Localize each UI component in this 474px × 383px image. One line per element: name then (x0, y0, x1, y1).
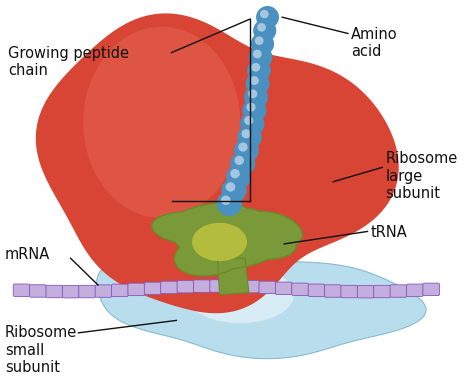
Circle shape (241, 129, 251, 138)
Circle shape (234, 138, 259, 162)
Circle shape (221, 195, 230, 205)
FancyBboxPatch shape (161, 281, 177, 294)
Circle shape (244, 116, 254, 125)
Text: Ribosome
large
subunit: Ribosome large subunit (385, 151, 457, 201)
FancyBboxPatch shape (423, 283, 439, 296)
Circle shape (230, 169, 240, 178)
Circle shape (246, 103, 255, 112)
Text: mRNA: mRNA (5, 247, 50, 262)
Circle shape (250, 76, 259, 85)
Circle shape (235, 156, 244, 165)
Circle shape (247, 59, 271, 82)
FancyBboxPatch shape (210, 280, 227, 292)
FancyBboxPatch shape (193, 280, 210, 292)
Polygon shape (152, 203, 302, 276)
Circle shape (251, 63, 260, 72)
FancyBboxPatch shape (390, 285, 407, 297)
FancyBboxPatch shape (325, 285, 341, 297)
FancyBboxPatch shape (243, 280, 259, 293)
FancyBboxPatch shape (46, 285, 63, 298)
Circle shape (251, 33, 274, 55)
Circle shape (242, 99, 266, 122)
FancyBboxPatch shape (341, 285, 357, 298)
FancyBboxPatch shape (308, 284, 325, 296)
Circle shape (240, 112, 264, 136)
Circle shape (257, 23, 266, 32)
FancyBboxPatch shape (177, 280, 194, 293)
Circle shape (226, 182, 235, 192)
FancyBboxPatch shape (13, 284, 30, 296)
Circle shape (248, 89, 257, 98)
Circle shape (255, 36, 264, 45)
FancyBboxPatch shape (259, 281, 276, 294)
Polygon shape (192, 223, 247, 261)
Circle shape (249, 46, 273, 69)
FancyBboxPatch shape (357, 285, 374, 298)
Circle shape (230, 152, 255, 176)
Circle shape (256, 6, 279, 28)
Circle shape (221, 178, 246, 203)
Polygon shape (83, 27, 240, 218)
Text: Ribosome
small
subunit: Ribosome small subunit (5, 325, 77, 375)
Polygon shape (186, 266, 294, 323)
FancyBboxPatch shape (407, 284, 423, 296)
Circle shape (237, 125, 262, 149)
FancyBboxPatch shape (275, 282, 292, 295)
FancyBboxPatch shape (29, 285, 46, 297)
Circle shape (238, 142, 247, 152)
Text: Growing peptide
chain: Growing peptide chain (8, 46, 129, 78)
Polygon shape (218, 258, 249, 295)
FancyBboxPatch shape (111, 284, 128, 296)
FancyBboxPatch shape (95, 285, 112, 297)
Circle shape (244, 85, 268, 109)
FancyBboxPatch shape (226, 280, 243, 292)
FancyBboxPatch shape (63, 285, 79, 298)
Circle shape (253, 19, 276, 42)
FancyBboxPatch shape (128, 283, 145, 296)
Text: Amino
acid: Amino acid (351, 27, 398, 59)
Circle shape (260, 10, 269, 18)
FancyBboxPatch shape (292, 283, 309, 296)
FancyBboxPatch shape (374, 285, 391, 298)
Text: tRNA: tRNA (371, 225, 407, 240)
FancyBboxPatch shape (79, 285, 95, 298)
Polygon shape (97, 250, 426, 358)
Polygon shape (36, 13, 399, 313)
Circle shape (217, 191, 242, 216)
Circle shape (246, 72, 270, 95)
FancyBboxPatch shape (144, 282, 161, 295)
Circle shape (226, 165, 251, 189)
Circle shape (253, 50, 262, 58)
